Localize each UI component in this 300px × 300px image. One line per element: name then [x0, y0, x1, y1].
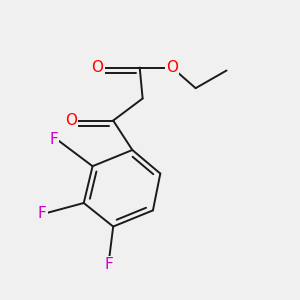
Text: F: F — [49, 132, 58, 147]
Text: O: O — [65, 113, 77, 128]
Text: F: F — [38, 206, 46, 221]
Text: O: O — [92, 60, 104, 75]
Text: O: O — [166, 60, 178, 75]
Text: F: F — [104, 257, 113, 272]
